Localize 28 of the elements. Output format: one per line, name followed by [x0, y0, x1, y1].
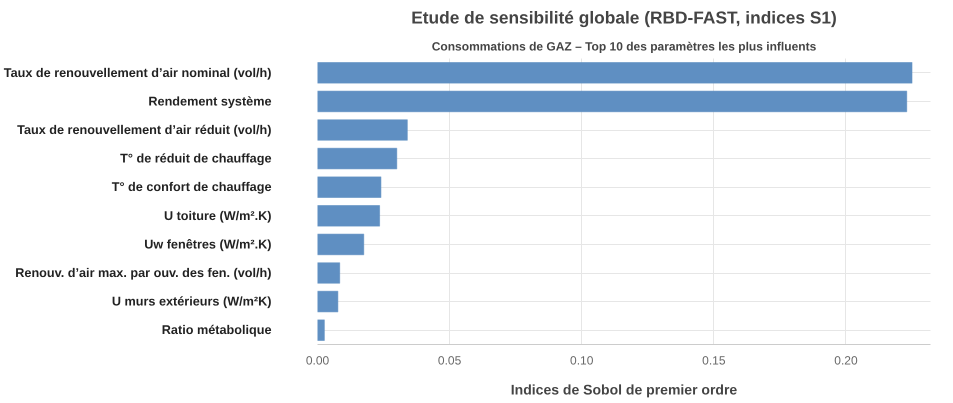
bar	[318, 290, 338, 312]
x-tick-label: 0.10	[570, 354, 594, 368]
y-tick-label: T° de réduit de chauffage	[120, 152, 272, 166]
y-tick-label: Taux de renouvellement d’air nominal (vol/h)	[4, 66, 272, 80]
bar	[318, 319, 325, 341]
x-tick-label: 0.00	[306, 354, 330, 368]
bar	[318, 62, 913, 84]
y-tick-label: Uw fenêtres (W/m².K)	[144, 237, 272, 252]
bar	[318, 234, 364, 256]
y-tick-label: Ratio métabolique	[162, 323, 272, 338]
y-tick-label: U murs extérieurs (W/m²K)	[112, 294, 272, 309]
y-tick-label: Rendement système	[148, 94, 272, 108]
bar	[318, 119, 408, 141]
x-tick-label: 0.20	[834, 354, 858, 368]
bar	[318, 262, 340, 284]
bar	[318, 205, 380, 227]
chart-subtitle: Consommations de GAZ – Top 10 des paramètres les plus influents	[432, 40, 817, 54]
bar	[318, 90, 908, 112]
y-tick-label: Renouv. d’air max. par ouv. des fen. (vol/h)	[15, 266, 272, 280]
x-tick-label: 0.15	[702, 354, 726, 368]
y-tick-label: U toiture (W/m².K)	[164, 208, 272, 223]
x-axis-title: Indices de Sobol de premier ordre	[510, 382, 738, 398]
y-tick-label: T° de confort de chauffage	[112, 180, 272, 194]
bar	[318, 176, 382, 198]
bar	[318, 148, 398, 170]
x-tick-label: 0.05	[438, 354, 462, 368]
chart-title: Etude de sensibilité globale (RBD-FAST, indices S1)	[411, 8, 837, 28]
y-tick-label: Taux de renouvellement d’air réduit (vol/h)	[17, 123, 272, 137]
